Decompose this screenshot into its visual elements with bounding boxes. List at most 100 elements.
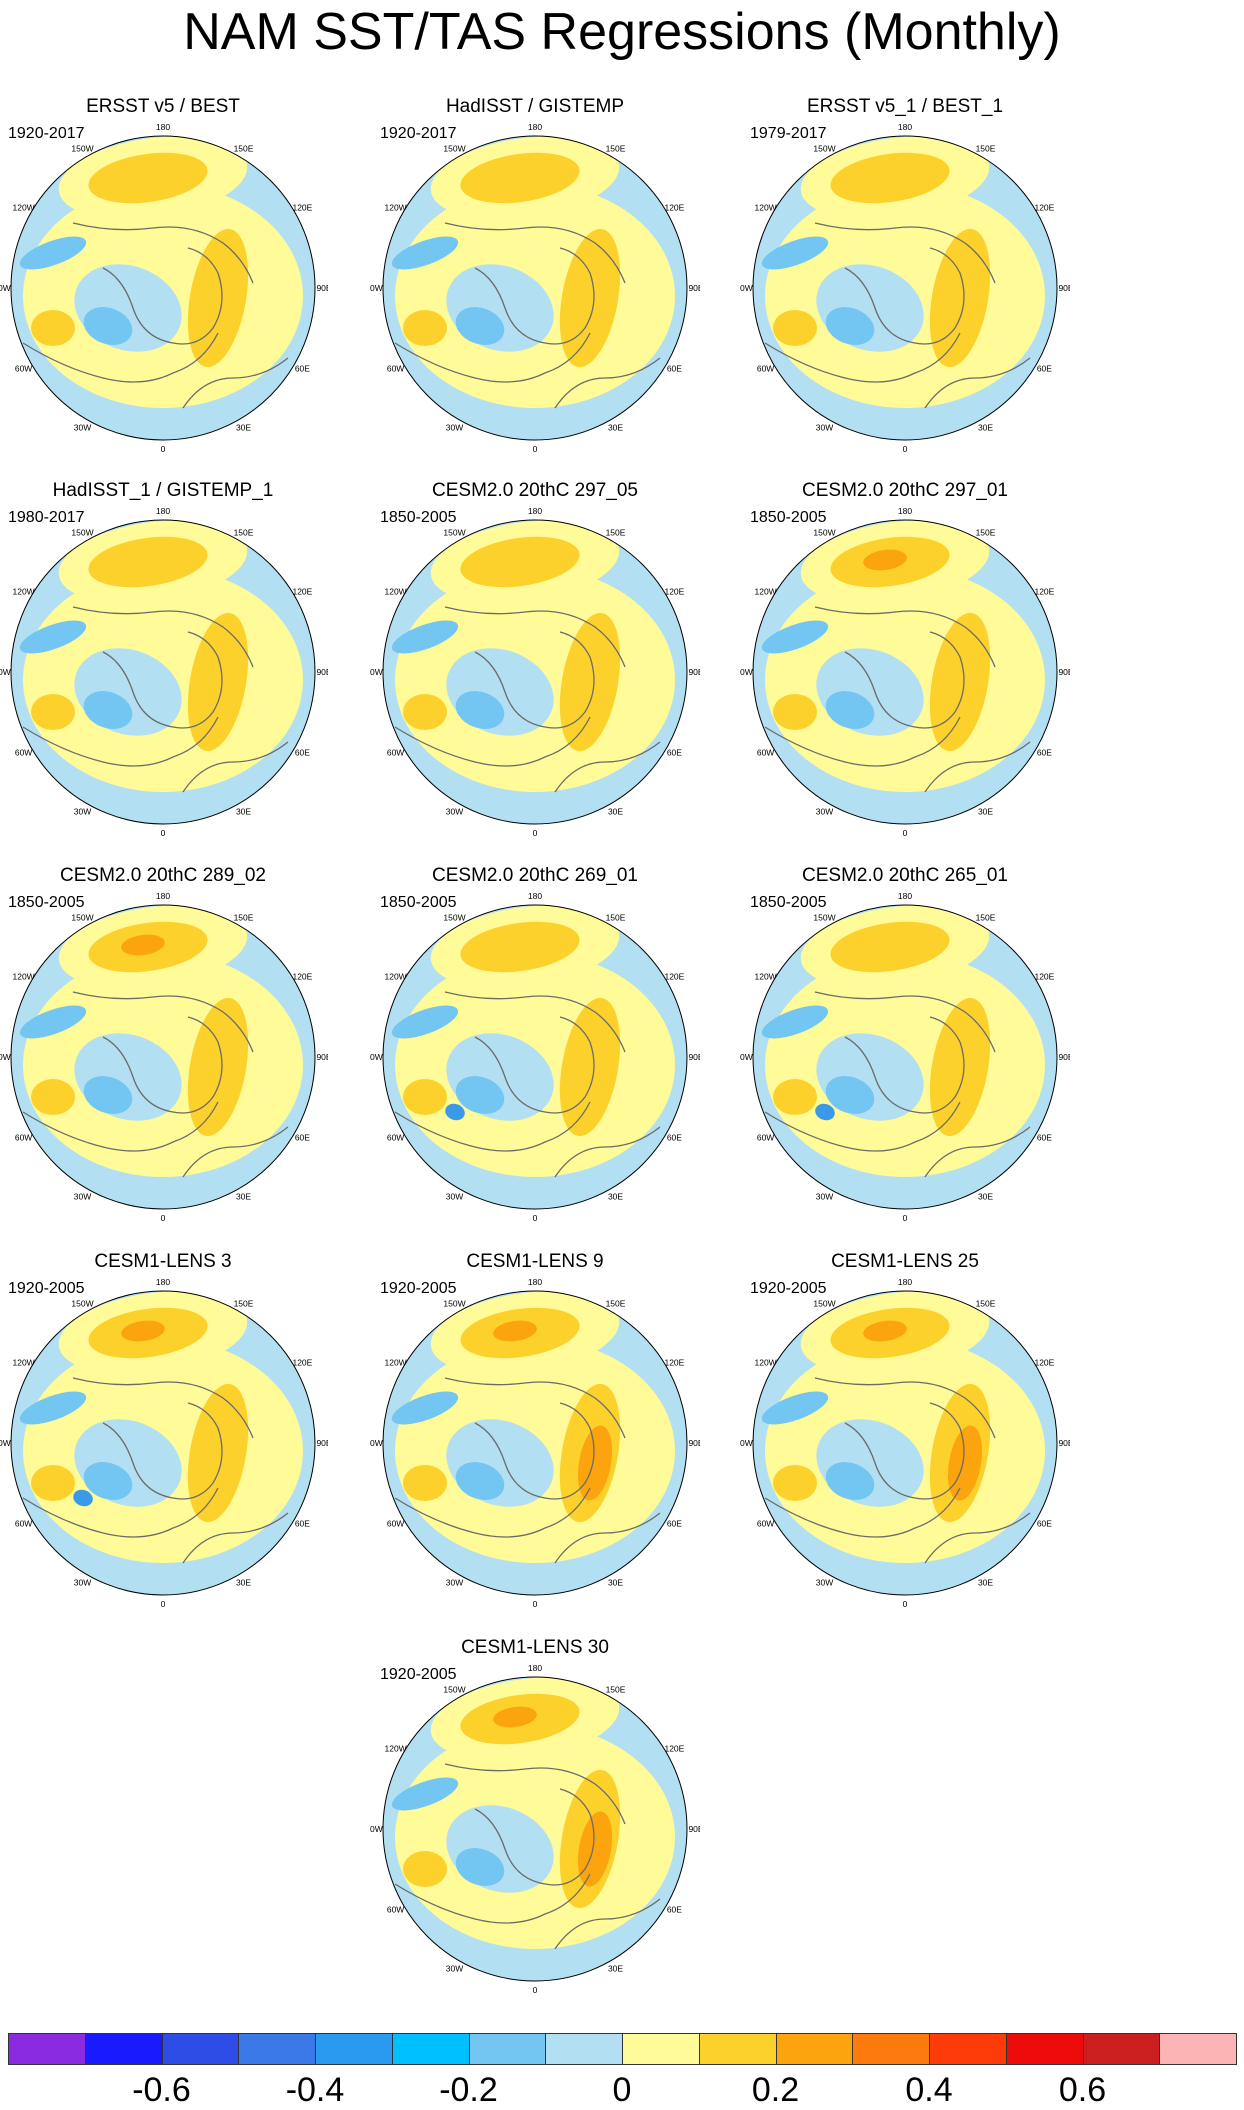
- map-outline: [382, 1290, 688, 1596]
- panel-title: CESM2.0 20thC 289_02: [60, 865, 266, 886]
- longitude-label: 30W: [74, 1577, 91, 1587]
- pacific-negative: [391, 236, 459, 270]
- coastline: [924, 1512, 1031, 1564]
- coastline: [22, 332, 219, 383]
- longitude-label: 180: [898, 506, 912, 516]
- map-outline: [752, 1290, 1058, 1596]
- longitude-label: 150E: [606, 1685, 626, 1695]
- longitude-label: 30W: [816, 806, 833, 816]
- longitude-label: 60E: [667, 1133, 682, 1143]
- map-panel: CESM2.0 20thC 289_02 1850-2005 180 150E 120E…: [0, 863, 328, 1233]
- panel-title: HadISST / GISTEMP: [445, 96, 625, 117]
- pacific-negative: [761, 1391, 829, 1425]
- coastline: [444, 222, 626, 284]
- panel-title: CESM2.0 20thC 269_01: [432, 865, 638, 886]
- panel-period: 1850-2005: [8, 894, 85, 911]
- longitude-label: 150E: [976, 528, 996, 538]
- longitude-label: 0: [161, 1213, 166, 1223]
- north-pacific-strong-core: [863, 549, 907, 571]
- longitude-label: 180: [898, 1277, 912, 1287]
- longitude-label: 120E: [664, 972, 684, 982]
- longitude-label: 60W: [15, 1519, 32, 1529]
- longitude-label: 90W: [740, 1052, 753, 1062]
- labrador-negative-core: [455, 691, 505, 729]
- longitude-label: 60W: [387, 1905, 404, 1915]
- longitude-label: 180: [528, 506, 542, 516]
- longitude-label: 60W: [757, 1519, 774, 1529]
- longitude-label: 150W: [813, 913, 835, 923]
- eurasia-core: [187, 612, 249, 752]
- longitude-label: 180: [528, 891, 542, 901]
- longitude-label: 30W: [446, 1577, 463, 1587]
- longitude-label: 0: [903, 828, 908, 838]
- longitude-label: 180: [898, 891, 912, 901]
- coastline: [444, 991, 626, 1053]
- longitude-label: 150E: [976, 1299, 996, 1309]
- longitude-label: 150E: [606, 144, 626, 154]
- colorbar-box: [161, 2033, 240, 2065]
- labrador-negative-core: [825, 1076, 875, 1114]
- longitude-label: 0: [161, 828, 166, 838]
- longitude-label: 60E: [667, 748, 682, 758]
- map-panel: ERSST v5_1 / BEST_1 1979-2017 180 150E 120E 9…: [740, 94, 1070, 464]
- longitude-label: 150W: [443, 913, 465, 923]
- longitude-label: 0: [533, 444, 538, 454]
- longitude-label: 150W: [71, 913, 93, 923]
- pacific-negative: [19, 620, 87, 654]
- coastline: [554, 1512, 661, 1564]
- eurasia-core: [559, 228, 621, 368]
- coastline: [182, 1126, 289, 1178]
- north-america-core: [31, 1465, 75, 1501]
- longitude-label: 120E: [664, 203, 684, 213]
- coastline: [924, 1126, 1031, 1178]
- colorbar-box: [852, 2033, 930, 2065]
- north-america-core: [403, 1851, 447, 1887]
- longitude-label: 30E: [236, 1191, 251, 1201]
- coastline: [22, 1487, 219, 1538]
- map-outline: [752, 904, 1058, 1210]
- longitude-label: 60W: [757, 364, 774, 374]
- longitude-label: 90W: [740, 667, 753, 677]
- map-panel: CESM1-LENS 9 1920-2005 180 150E 120E 90E 60E 30…: [370, 1249, 700, 1619]
- longitude-label: 120E: [1034, 203, 1054, 213]
- panel-title: CESM1-LENS 25: [831, 1251, 979, 1272]
- longitude-label: 150W: [813, 144, 835, 154]
- colorbar-box: [315, 2033, 393, 2065]
- longitude-label: 150E: [234, 144, 254, 154]
- polar-map: 180 150E 120E 90E 60E 30E 0 30W 60W 90W 120W 150W: [0, 122, 328, 454]
- panel-title: ERSST v5_1 / BEST_1: [806, 96, 1004, 117]
- colorbar-box: [698, 2033, 777, 2065]
- longitude-label: 30E: [978, 806, 993, 816]
- map-panel: HadISST / GISTEMP 1920-2017 180 150E 120E 90E…: [370, 94, 700, 464]
- longitude-label: 30E: [236, 806, 251, 816]
- longitude-label: 60E: [1037, 748, 1052, 758]
- coastline: [924, 741, 1031, 793]
- coastline: [844, 1402, 965, 1500]
- coastline: [814, 606, 996, 668]
- coastline: [554, 1126, 661, 1178]
- north-pacific-core: [460, 152, 580, 204]
- longitude-label: 0: [903, 1213, 908, 1223]
- longitude-label: 30W: [816, 422, 833, 432]
- coastline: [554, 357, 661, 409]
- longitude-label: 150W: [71, 528, 93, 538]
- north-america-core: [773, 694, 817, 730]
- pacific-negative: [19, 1391, 87, 1425]
- panel-period: 1920-2017: [380, 125, 457, 142]
- longitude-label: 150E: [234, 1299, 254, 1309]
- map-outline: [382, 519, 688, 825]
- labrador-strong-core: [73, 1489, 93, 1507]
- coastline: [22, 1101, 219, 1152]
- longitude-label: 90W: [740, 1438, 753, 1448]
- labrador-negative-core: [825, 691, 875, 729]
- longitude-label: 120W: [384, 1744, 406, 1754]
- coastline: [474, 1016, 595, 1114]
- polar-map: 180 150E 120E 90E 60E 30E 0 30W 60W 90W 120W 150W: [370, 1663, 700, 1995]
- panel-period: 1920-2005: [380, 1666, 457, 1683]
- longitude-label: 0: [161, 1599, 166, 1609]
- longitude-label: 120W: [12, 203, 34, 213]
- longitude-label: 30E: [608, 1191, 623, 1201]
- panel-period: 1920-2005: [8, 1280, 85, 1297]
- longitude-label: 60E: [295, 748, 310, 758]
